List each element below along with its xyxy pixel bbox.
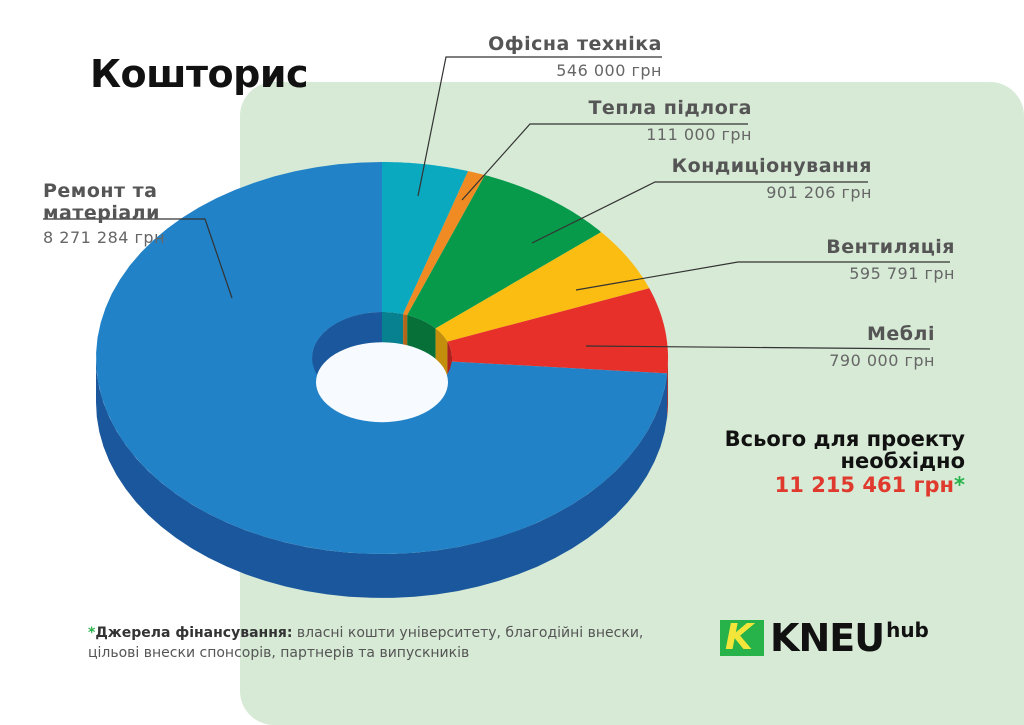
- outer-side-5: [96, 358, 668, 598]
- leader-line-3: [575, 261, 950, 291]
- footnote-star: *: [88, 625, 96, 641]
- total-line-2: необхідно: [840, 449, 965, 473]
- slice-1: [403, 171, 485, 316]
- label-furniture: Меблі 790 000 грн: [829, 323, 935, 370]
- total-amount-row: 11 215 461 грн*: [725, 474, 965, 496]
- label-floor-name: Тепла підлога: [588, 97, 752, 119]
- label-floor-value: 111 000 грн: [646, 125, 752, 144]
- chart-slices: [96, 162, 668, 554]
- label-repair: Ремонт та матеріали 8 271 284 грн: [43, 180, 165, 247]
- leader-line-4: [585, 345, 931, 350]
- logo-hub: hub: [886, 618, 929, 642]
- leader-line-1: [461, 123, 748, 201]
- kneu-hub-logo: K KNEU hub: [720, 616, 929, 660]
- slice-2: [407, 175, 602, 329]
- logo-text: KNEU: [770, 616, 885, 660]
- label-vent-name: Вентиляція: [826, 236, 955, 258]
- slice-5: [96, 162, 668, 554]
- logo-mark-letter: K: [725, 617, 753, 658]
- total-amount: 11 215 461 грн: [774, 473, 955, 497]
- label-repair-name-1: Ремонт та: [43, 180, 158, 202]
- label-repair-value: 8 271 284 грн: [43, 228, 166, 247]
- total-star: *: [954, 473, 965, 497]
- label-furniture-name: Меблі: [867, 323, 935, 345]
- label-vent: Вентиляція 595 791 грн: [826, 236, 955, 283]
- label-vent-value: 595 791 грн: [849, 264, 955, 283]
- leader-line-0: [417, 56, 662, 197]
- leader-line-5: [43, 218, 233, 299]
- footnote: *Джерела фінансування: власні кошти унів…: [88, 623, 648, 663]
- outer-side-4: [667, 358, 668, 418]
- label-office-name: Офісна техніка: [488, 33, 662, 55]
- donut-hole: [316, 342, 448, 423]
- label-ac-value: 901 206 грн: [766, 183, 872, 202]
- label-office: Офісна техніка 546 000 грн: [488, 33, 662, 80]
- label-office-value: 546 000 грн: [556, 61, 662, 80]
- chart-sides: [96, 358, 668, 598]
- label-ac: Кондиціонування 901 206 грн: [672, 155, 872, 202]
- label-repair-name-2: матеріали: [43, 202, 160, 224]
- footnote-text: власні кошти університету, благодійні вн…: [88, 625, 644, 661]
- footnote-bold: Джерела фінансування:: [95, 625, 293, 641]
- leader-line-2: [531, 181, 868, 244]
- page-title: Кошторис: [90, 52, 309, 96]
- label-ac-name: Кондиціонування: [671, 155, 872, 177]
- slice-3: [435, 232, 650, 342]
- logo-mark-icon: K: [720, 617, 764, 658]
- total-line-1: Всього для проекту: [724, 427, 965, 451]
- label-floor: Тепла підлога 111 000 грн: [588, 97, 752, 144]
- slice-4: [447, 288, 668, 374]
- total-block: Всього для проекту необхідно 11 215 461 …: [725, 428, 965, 496]
- leader-lines: [43, 56, 950, 350]
- label-furniture-value: 790 000 грн: [829, 351, 935, 370]
- slice-0: [382, 162, 469, 315]
